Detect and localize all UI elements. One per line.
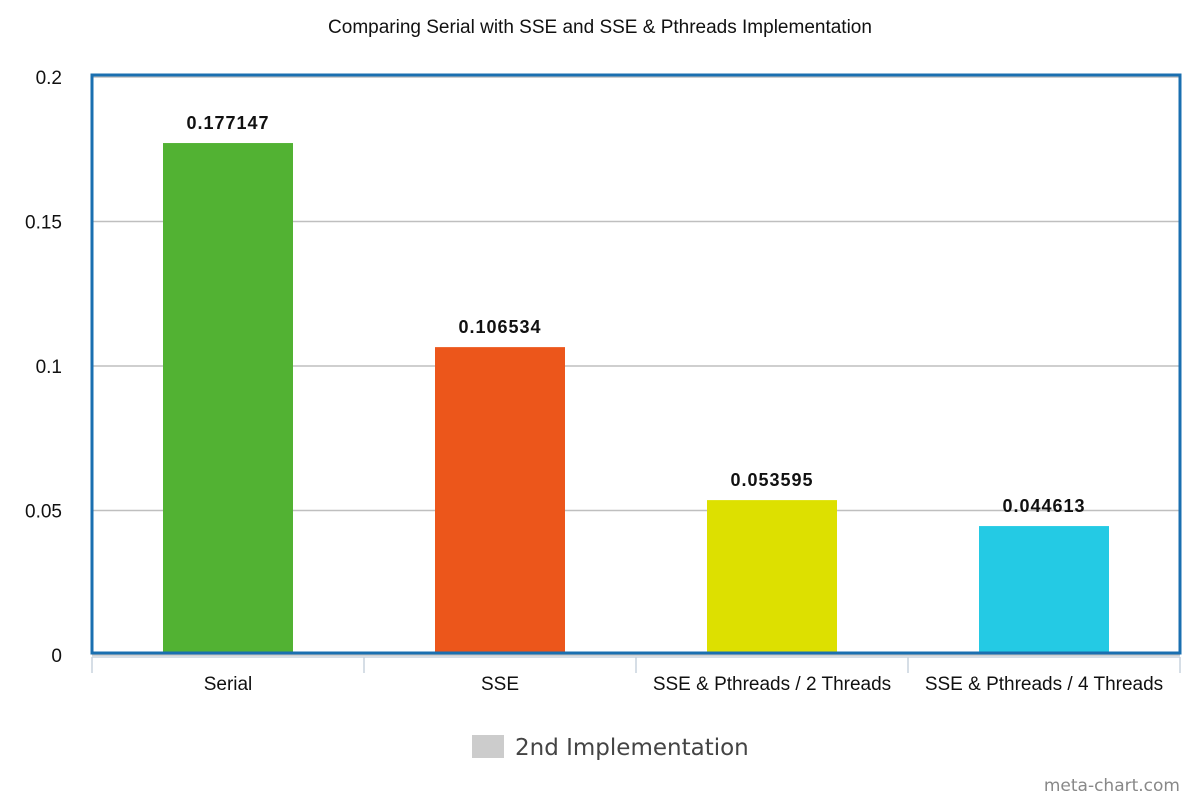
x-tick-label: SSE bbox=[481, 674, 519, 695]
bar-value-label: 0.177147 bbox=[186, 113, 269, 133]
bar bbox=[707, 500, 837, 654]
y-tick-label: 0.05 bbox=[25, 502, 62, 523]
watermark-text: meta-chart.com bbox=[1044, 776, 1180, 796]
bar-value-label: 0.044613 bbox=[1002, 496, 1085, 516]
y-tick-label: 0 bbox=[51, 646, 62, 667]
data-labels: 0.177147 0.106534 0.053595 0.044613 bbox=[186, 113, 1085, 516]
y-tick-label: 0.1 bbox=[36, 357, 62, 378]
legend: 2nd Implementation bbox=[472, 735, 749, 761]
plot-frame bbox=[90, 73, 1182, 655]
legend-label: 2nd Implementation bbox=[515, 735, 749, 761]
x-tick-label: SSE & Pthreads / 2 Threads bbox=[653, 674, 891, 695]
x-tick-label: Serial bbox=[204, 674, 253, 695]
bar-value-label: 0.053595 bbox=[730, 470, 813, 490]
legend-swatch bbox=[472, 735, 504, 758]
bar bbox=[163, 143, 293, 654]
bar-value-label: 0.106534 bbox=[458, 317, 541, 337]
bars bbox=[163, 143, 1109, 654]
y-tick-label: 0.2 bbox=[36, 68, 62, 89]
bar bbox=[435, 347, 565, 654]
y-tick-label: 0.15 bbox=[25, 213, 62, 234]
y-axis: 0 0.05 0.1 0.15 0.2 bbox=[25, 68, 62, 667]
bar bbox=[979, 526, 1109, 654]
x-axis: Serial SSE SSE & Pthreads / 2 Threads SSE &… bbox=[91, 656, 1181, 695]
x-tick-label: SSE & Pthreads / 4 Threads bbox=[925, 674, 1163, 695]
chart-title: Comparing Serial with SSE and SSE & Pthr… bbox=[328, 17, 872, 38]
